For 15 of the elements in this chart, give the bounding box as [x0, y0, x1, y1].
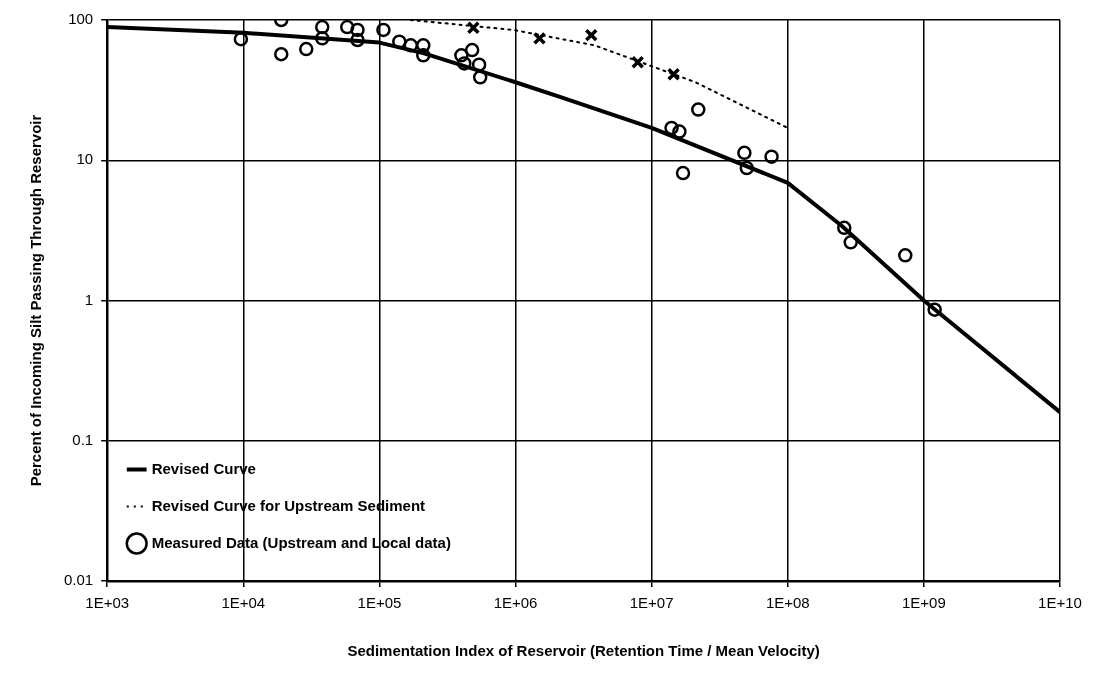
x-tick-label: 1E+04 [221, 594, 266, 612]
x-tick-label: 1E+08 [765, 594, 810, 612]
x-tick-label: 1E+09 [901, 594, 946, 612]
y-tick-label: 1 [84, 290, 94, 308]
y-tick-label: 0.1 [72, 430, 94, 448]
x-axis-title: Sedimentation Index of Reservoir (Retention Time / Mean Velocity) [347, 642, 820, 660]
x-tick-label: 1E+07 [629, 594, 674, 612]
y-axis-title: Percent of Incoming Silt Passing Through Reservoir [27, 114, 45, 487]
y-tick-label: 10 [76, 150, 94, 168]
y-tick-label: 100 [68, 10, 94, 28]
x-tick-label: 1E+10 [1038, 594, 1082, 612]
x-tick-label: 1E+06 [493, 594, 538, 612]
x-tick-label: 1E+03 [85, 594, 130, 612]
x-tick-label: 1E+05 [357, 594, 402, 612]
y-tick-label: 0.01 [63, 571, 94, 589]
